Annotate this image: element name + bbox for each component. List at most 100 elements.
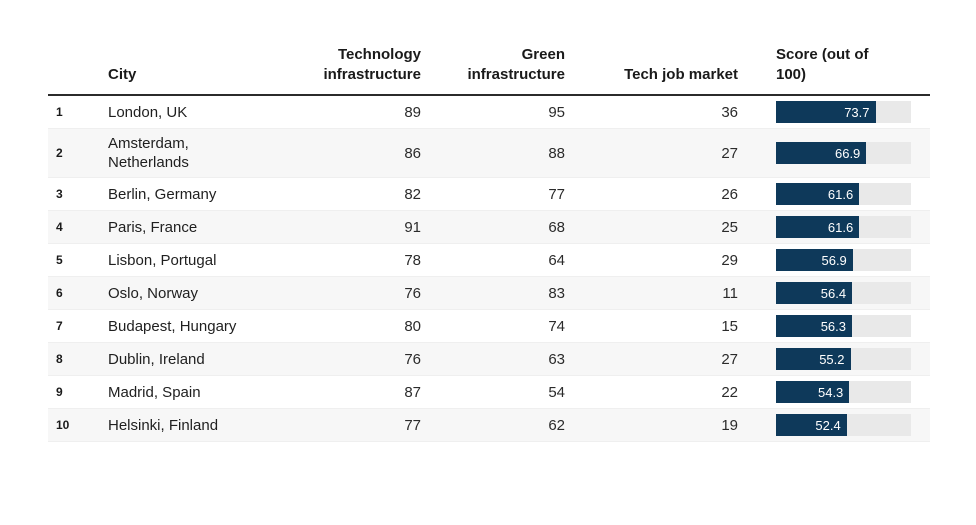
rank-cell: 4 [56, 219, 63, 234]
header-score: Score (out of 100) [738, 45, 930, 85]
score-value: 56.4 [820, 285, 847, 301]
score-cell: 54.3 [738, 381, 930, 403]
score-bar-track: 52.4 [776, 414, 911, 436]
score-value: 55.2 [819, 351, 845, 367]
header-score-label: Score (out of 100) [776, 46, 869, 83]
rank-cell: 6 [56, 285, 63, 300]
green-infrastructure-cell: 68 [548, 218, 565, 236]
header-green-infrastructure-label: Green infrastructure [467, 46, 565, 83]
rank-cell: 9 [56, 384, 63, 399]
technology-infrastructure-cell: 87 [404, 383, 421, 401]
green-infrastructure-cell: 88 [548, 144, 565, 162]
green-infrastructure-cell: 54 [548, 383, 565, 401]
table-body: 1 London, UK 89 95 36 73.7 2 Amsterdam, … [48, 96, 930, 442]
table-row: 10 Helsinki, Finland 77 62 19 52.4 [48, 409, 930, 442]
tech-job-market-cell: 27 [721, 144, 738, 162]
rank-cell: 3 [56, 186, 63, 201]
score-cell: 56.9 [738, 249, 930, 271]
rank-cell: 5 [56, 252, 63, 267]
tech-job-market-cell: 29 [721, 251, 738, 269]
score-bar-fill: 56.3 [776, 315, 852, 337]
technology-infrastructure-cell: 82 [404, 185, 421, 203]
city-cell: Budapest, Hungary [108, 317, 237, 335]
rank-cell: 7 [56, 318, 63, 333]
technology-infrastructure-cell: 91 [404, 218, 421, 236]
score-bar-track: 54.3 [776, 381, 911, 403]
rank-cell: 10 [56, 417, 70, 432]
header-city: City [108, 66, 137, 83]
city-cell: Dublin, Ireland [108, 350, 205, 368]
score-cell: 61.6 [738, 216, 930, 238]
score-bar-track: 66.9 [776, 142, 911, 164]
score-bar-fill: 61.6 [776, 183, 860, 205]
rank-cell: 1 [56, 104, 63, 119]
tech-job-market-cell: 26 [721, 185, 738, 203]
table-row: 9 Madrid, Spain 87 54 22 54.3 [48, 376, 930, 409]
header-tech-job-market: Tech job market [565, 65, 738, 85]
header-tech-job-market-label: Tech job market [624, 66, 738, 83]
table-row: 5 Lisbon, Portugal 78 64 29 56.9 [48, 244, 930, 277]
score-bar-fill: 61.6 [776, 216, 860, 238]
tech-job-market-cell: 25 [721, 218, 738, 236]
table-row: 3 Berlin, Germany 82 77 26 61.6 [48, 178, 930, 211]
score-value: 56.9 [821, 252, 847, 268]
score-bar-fill: 55.2 [776, 348, 851, 370]
city-cell: Madrid, Spain [108, 383, 201, 401]
table-row: 8 Dublin, Ireland 76 63 27 55.2 [48, 343, 930, 376]
city-ranking-table: City Technology infrastructure Green inf… [48, 45, 930, 442]
score-cell: 73.7 [738, 101, 930, 123]
score-cell: 61.6 [738, 183, 930, 205]
tech-job-market-cell: 36 [721, 103, 738, 121]
city-cell: Helsinki, Finland [108, 416, 219, 434]
header-technology-infrastructure-label: Technology infrastructure [323, 46, 421, 83]
score-value: 61.6 [827, 219, 854, 235]
score-cell: 56.4 [738, 282, 930, 304]
tech-job-market-cell: 27 [721, 350, 738, 368]
score-value: 61.6 [827, 186, 854, 202]
city-cell: Lisbon, Portugal [108, 251, 217, 269]
rank-cell: 8 [56, 351, 63, 366]
score-bar-track: 61.6 [776, 183, 911, 205]
score-value: 73.7 [844, 104, 870, 120]
technology-infrastructure-cell: 77 [404, 416, 421, 434]
score-bar-fill: 54.3 [776, 381, 850, 403]
score-bar-fill: 56.9 [776, 249, 853, 271]
table-row: 4 Paris, France 91 68 25 61.6 [48, 211, 930, 244]
green-infrastructure-cell: 77 [548, 185, 565, 203]
table-row: 7 Budapest, Hungary 80 74 15 56.3 [48, 310, 930, 343]
rank-cell: 2 [56, 145, 63, 160]
table-row: 1 London, UK 89 95 36 73.7 [48, 96, 930, 129]
green-infrastructure-cell: 74 [548, 317, 565, 335]
tech-job-market-cell: 11 [722, 284, 738, 302]
technology-infrastructure-cell: 89 [404, 103, 421, 121]
city-cell: Amsterdam, Netherlands [108, 135, 189, 171]
score-cell: 52.4 [738, 414, 930, 436]
table-header-row: City Technology infrastructure Green inf… [48, 45, 930, 96]
technology-infrastructure-cell: 80 [404, 317, 421, 335]
score-value: 54.3 [817, 384, 844, 400]
score-bar-fill: 66.9 [776, 142, 867, 164]
city-cell: London, UK [108, 103, 188, 121]
score-bar-fill: 52.4 [776, 414, 847, 436]
score-bar-track: 55.2 [776, 348, 911, 370]
score-bar-fill: 56.4 [776, 282, 853, 304]
score-bar-track: 56.4 [776, 282, 911, 304]
score-cell: 66.9 [738, 142, 930, 164]
score-bar-track: 56.3 [776, 315, 911, 337]
city-cell: Berlin, Germany [108, 185, 217, 203]
score-bar-track: 56.9 [776, 249, 911, 271]
technology-infrastructure-cell: 78 [404, 251, 421, 269]
technology-infrastructure-cell: 76 [404, 284, 421, 302]
table-row: 2 Amsterdam, Netherlands 86 88 27 66.9 [48, 129, 930, 178]
table-row: 6 Oslo, Norway 76 83 11 56.4 [48, 277, 930, 310]
header-technology-infrastructure: Technology infrastructure [268, 45, 421, 85]
score-value: 56.3 [820, 318, 846, 334]
score-value: 66.9 [834, 145, 861, 161]
green-infrastructure-cell: 63 [548, 350, 565, 368]
score-cell: 55.2 [738, 348, 930, 370]
city-cell: Paris, France [108, 218, 198, 236]
green-infrastructure-cell: 83 [548, 284, 565, 302]
green-infrastructure-cell: 95 [548, 103, 565, 121]
green-infrastructure-cell: 62 [548, 416, 565, 434]
score-bar-track: 73.7 [776, 101, 911, 123]
